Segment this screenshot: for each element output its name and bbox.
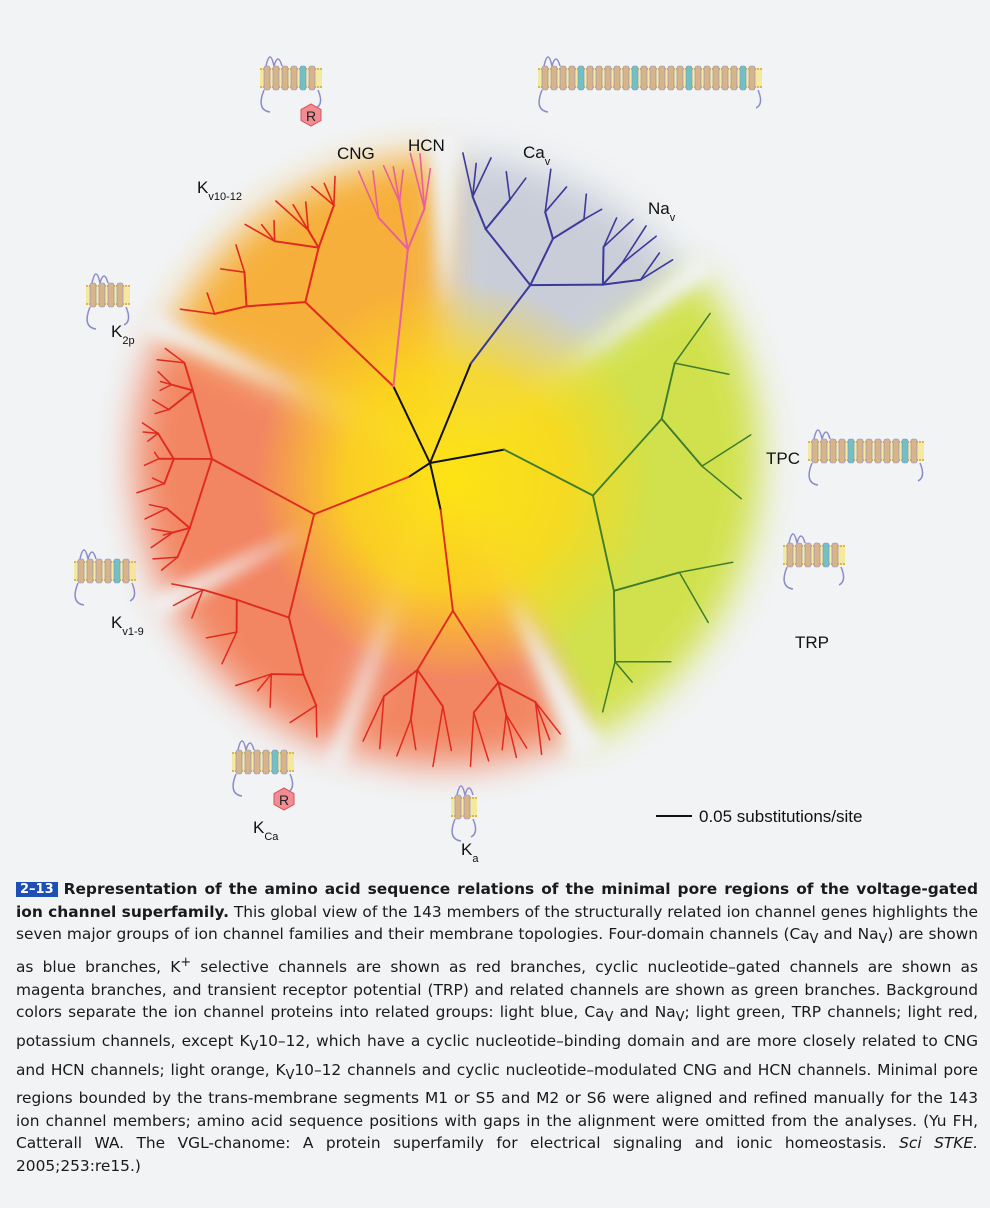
tree-diagram: CNG HCN Cav Nav Kv10-12 K2p TPC TRP Kv1-… (74, 56, 924, 865)
figure-caption: 2–13 Representation of the amino acid seq… (16, 880, 978, 1175)
caption-title: Representation of the amino acid sequenc… (16, 880, 978, 921)
topology-icon-tpc (808, 429, 924, 486)
phylogenetic-tree-figure: CNG HCN Cav Nav Kv10-12 K2p TPC TRP Kv1-… (74, 56, 924, 865)
scale-bar-label: 0.05 substitutions/site (699, 807, 862, 826)
group-label-kv10-12: Kv10-12 (197, 178, 242, 203)
bg-center-glow (255, 280, 655, 680)
background-sectors (135, 130, 760, 773)
svg-text:R: R (306, 108, 316, 124)
scale-bar: 0.05 substitutions/site (656, 807, 862, 826)
group-label-cng: CNG (337, 144, 375, 163)
group-label-nav: Nav (648, 199, 676, 224)
topology-icon-kca (232, 740, 294, 797)
group-label-ka: Ka (461, 840, 479, 865)
topology-icon-cav (538, 56, 762, 113)
group-gap-0 (427, 130, 463, 310)
group-label-k2p: K2p (111, 322, 135, 347)
group-gap-1 (564, 252, 716, 370)
r-domain-badge-kca: R (273, 787, 295, 811)
topology-icon-k2p (86, 273, 130, 330)
group-gap-5 (324, 600, 394, 773)
group-gap-4 (141, 310, 310, 397)
group-label-trp: TRP (795, 633, 829, 652)
group-label-kca: KCa (253, 818, 279, 843)
topology-icon-trp (783, 533, 845, 590)
group-gap-3 (145, 528, 312, 620)
topology-icon-ka (451, 785, 477, 842)
tree-branches (136, 152, 752, 768)
topology-icon-cng (260, 56, 322, 113)
group-label-hcn: HCN (408, 136, 445, 155)
group-gap-2 (510, 594, 605, 764)
caption-text: This global view of the 143 members of t… (16, 902, 978, 944)
svg-text:R: R (279, 792, 289, 808)
topology-icons (74, 56, 924, 842)
caption-journal: Sci STKE. (899, 1134, 978, 1153)
group-labels: CNG HCN Cav Nav Kv10-12 K2p TPC TRP Kv1-… (111, 136, 829, 865)
group-label-cav: Cav (523, 143, 551, 168)
group-label-kv1-9: Kv1-9 (111, 613, 144, 638)
figure-number: 2–13 (16, 882, 58, 897)
group-label-tpc: TPC (766, 449, 800, 468)
r-domain-badge-cng: R (300, 103, 322, 127)
topology-icon-kv1-9 (74, 549, 136, 606)
